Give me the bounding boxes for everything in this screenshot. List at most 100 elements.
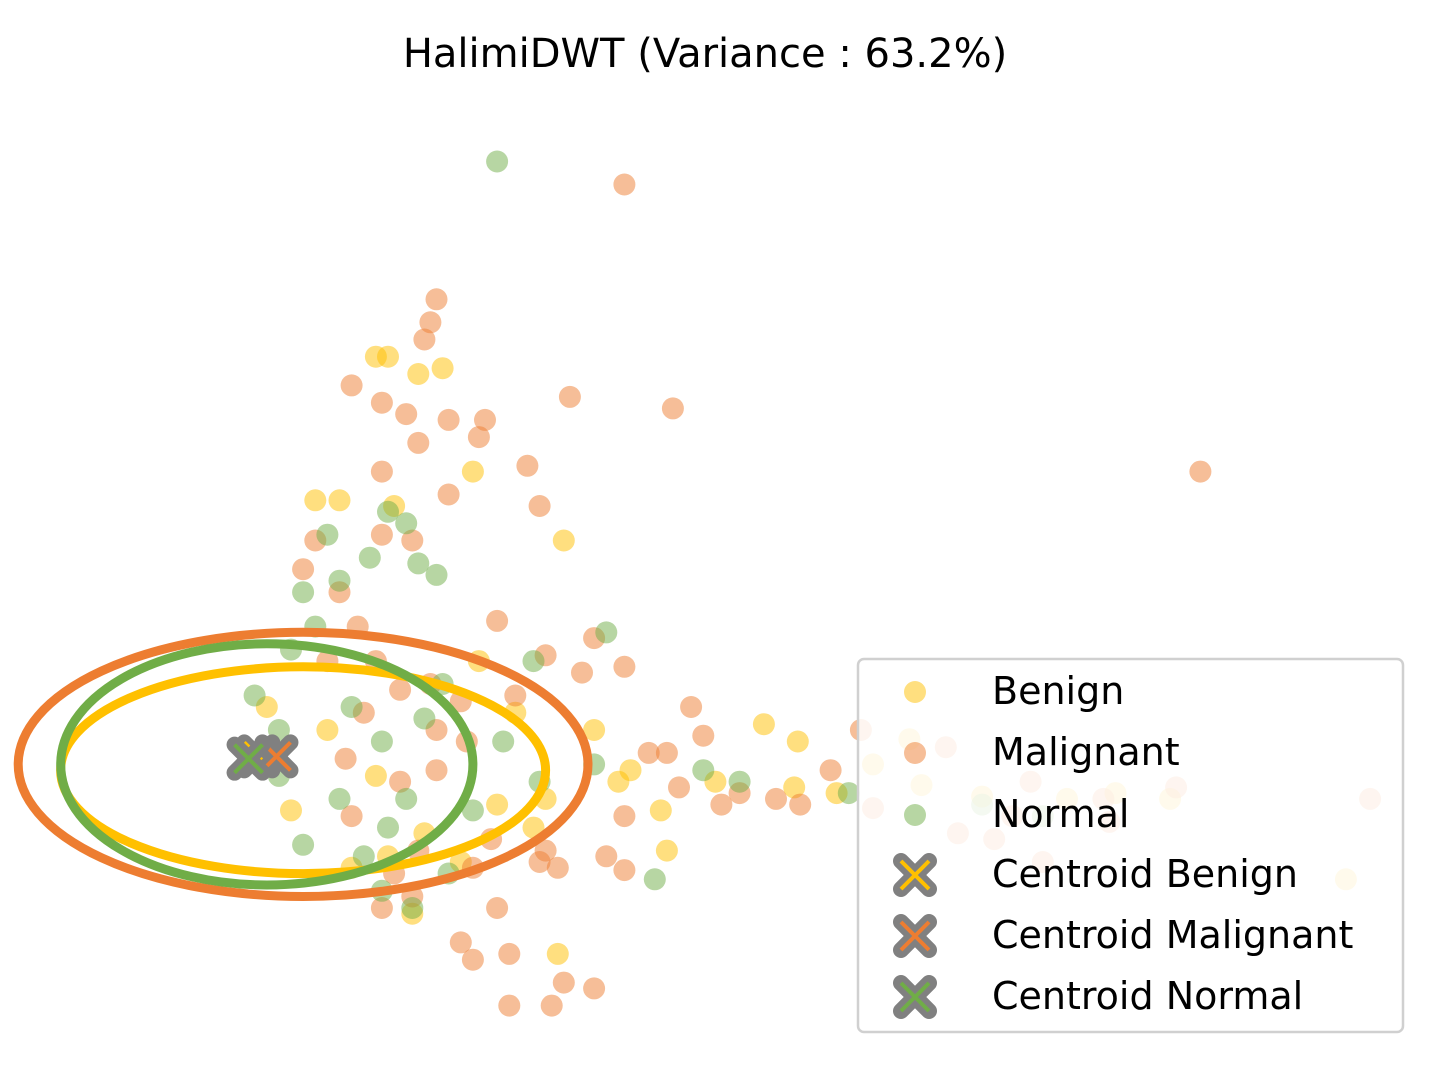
point-malignant: [419, 311, 442, 334]
point-normal: [292, 833, 315, 856]
point-malignant: [613, 805, 636, 828]
point-benign: [655, 839, 678, 862]
point-malignant: [692, 724, 715, 747]
point-malignant: [613, 173, 636, 196]
point-normal: [370, 730, 393, 753]
point-normal: [461, 799, 484, 822]
point-benign: [583, 719, 606, 741]
point-benign: [783, 776, 806, 799]
legend-label-centroid-benign: Centroid Benign: [992, 852, 1298, 896]
legend-marker-centroid-normal: [893, 975, 937, 1019]
legend-marker-benign: [904, 681, 926, 703]
point-malignant: [407, 431, 430, 454]
point-benign: [407, 363, 430, 385]
point-malignant: [637, 741, 660, 764]
point-benign: [364, 764, 387, 787]
point-normal: [395, 787, 418, 810]
point-normal: [837, 782, 860, 805]
point-malignant: [655, 741, 678, 764]
point-normal: [401, 897, 424, 919]
point-malignant: [498, 994, 521, 1017]
point-benign: [328, 489, 351, 512]
point-benign: [552, 529, 575, 552]
legend-marker-normal: [904, 804, 926, 826]
point-malignant: [334, 747, 357, 770]
ellipse-layer: [13, 627, 593, 902]
point-malignant: [437, 408, 460, 431]
point-benign: [486, 793, 509, 816]
point-malignant: [661, 397, 684, 420]
point-benign: [304, 489, 327, 512]
point-malignant: [583, 977, 606, 1000]
centroid-layer: [226, 734, 299, 781]
point-benign: [786, 730, 809, 753]
point-malignant: [449, 931, 472, 954]
legend-label-centroid-malignant: Centroid Malignant: [992, 913, 1353, 957]
point-benign: [619, 759, 642, 782]
point-malignant: [528, 495, 551, 517]
point-malignant: [516, 454, 539, 477]
legend-marker-centroid-malignant: [893, 914, 937, 958]
point-benign: [377, 345, 399, 368]
point-malignant: [474, 408, 496, 431]
point-benign: [649, 799, 672, 822]
point-malignant: [1189, 460, 1212, 483]
point-malignant: [370, 460, 393, 483]
point-malignant: [292, 558, 315, 581]
point-malignant: [370, 391, 393, 414]
point-malignant: [437, 483, 460, 506]
point-normal: [486, 150, 509, 173]
point-normal: [413, 707, 436, 730]
point-malignant: [765, 787, 787, 810]
point-malignant: [395, 403, 418, 426]
point-malignant: [389, 770, 412, 793]
ellipse-malignant: [13, 627, 593, 902]
point-normal: [728, 770, 751, 793]
point-malignant: [528, 851, 551, 873]
point-benign: [752, 713, 775, 736]
point-normal: [377, 816, 399, 839]
point-benign: [546, 942, 569, 965]
point-normal: [492, 730, 515, 753]
point-malignant: [571, 661, 593, 684]
point-malignant: [389, 678, 412, 701]
ellipse-normal: [56, 639, 478, 890]
centroid-stroke: [261, 740, 292, 772]
legend-label-malignant: Malignant: [992, 730, 1180, 774]
point-malignant: [558, 385, 581, 408]
point-normal: [692, 759, 715, 782]
point-malignant: [595, 845, 618, 868]
point-malignant: [498, 942, 521, 965]
point-malignant: [680, 696, 703, 718]
point-malignant: [340, 805, 363, 828]
point-malignant: [413, 328, 436, 351]
point-malignant: [425, 288, 448, 311]
point-benign: [280, 799, 302, 822]
point-malignant: [467, 426, 490, 449]
point-malignant: [613, 655, 636, 678]
point-normal: [328, 569, 351, 592]
point-malignant: [668, 776, 690, 799]
point-normal: [340, 696, 363, 718]
point-normal: [377, 500, 399, 523]
point-normal: [358, 546, 381, 569]
point-benign: [316, 719, 339, 741]
point-normal: [407, 552, 430, 575]
chart-title: HalimiDWT (Variance : 63.2%): [403, 31, 1007, 77]
legend-marker-centroid-benign: [893, 853, 937, 897]
point-malignant: [461, 948, 484, 971]
point-normal: [425, 563, 448, 586]
legend-frame: [856, 657, 1405, 1034]
point-malignant: [819, 759, 842, 782]
point-malignant: [552, 971, 575, 994]
point-normal: [328, 787, 351, 810]
point-benign: [461, 460, 484, 483]
point-malignant: [546, 856, 569, 879]
point-malignant: [340, 374, 363, 397]
point-malignant: [486, 897, 509, 919]
point-malignant: [540, 994, 563, 1017]
legend-marker-malignant: [904, 742, 926, 764]
point-malignant: [401, 529, 424, 552]
legend-label-normal: Normal: [992, 792, 1130, 836]
